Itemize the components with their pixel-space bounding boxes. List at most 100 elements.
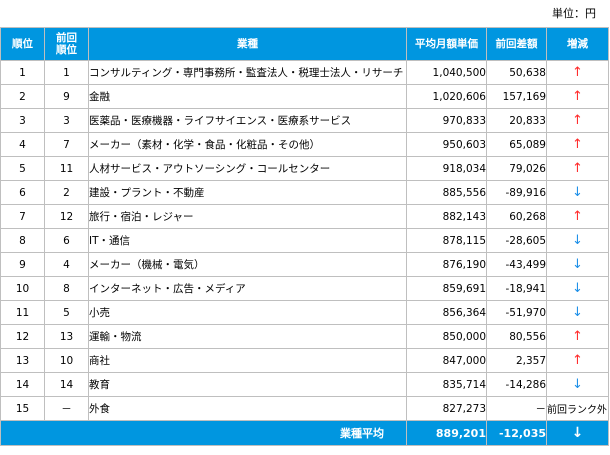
cell-rank: 7 [0, 204, 45, 229]
cell-prev-rank: 2 [44, 180, 89, 205]
cell-diff: 80,556 [486, 324, 547, 349]
cell-rank: 9 [0, 252, 45, 277]
cell-industry: インターネット・広告・メディア [88, 276, 407, 301]
table-row: 10 8 インターネット・広告・メディア 859,691 -18,941 ↓ [0, 276, 609, 301]
cell-trend-down-arrow: ↓ [546, 252, 609, 277]
cell-avg-salary: 1,020,606 [406, 84, 487, 109]
footer-label: 業種平均 [0, 420, 407, 446]
cell-industry: IT・通信 [88, 228, 407, 253]
cell-avg-salary: 950,603 [406, 132, 487, 157]
cell-diff: -28,605 [486, 228, 547, 253]
header-rank: 順位 [0, 27, 45, 61]
cell-trend-note: 前回ランク外 [546, 396, 609, 421]
cell-trend-up-arrow: ↑ [546, 204, 609, 229]
cell-prev-rank: 6 [44, 228, 89, 253]
cell-avg-salary: 876,190 [406, 252, 487, 277]
industry-salary-ranking-table: 順位 前回 順位 業種 平均月額単価 前回差額 増減 1 1 コンサルティング・専門… [0, 27, 609, 446]
cell-industry: 運輸・物流 [88, 324, 407, 349]
cell-rank: 1 [0, 60, 45, 85]
cell-industry: 建設・プラント・不動産 [88, 180, 407, 205]
cell-industry: 金融 [88, 84, 407, 109]
cell-industry: 医薬品・医療機器・ライフサイエンス・医療系サービス [88, 108, 407, 133]
table-row: 13 10 商社 847,000 2,357 ↑ [0, 348, 609, 373]
table-row: 4 7 メーカー（素材・化学・食品・化粧品・その他） 950,603 65,089 ↑ [0, 132, 609, 157]
cell-prev-rank: 8 [44, 276, 89, 301]
cell-trend-down-arrow: ↓ [546, 276, 609, 301]
cell-trend-up-arrow: ↑ [546, 84, 609, 109]
cell-avg-salary: 918,034 [406, 156, 487, 181]
header-prev-rank-line2: 順位 [56, 44, 77, 56]
table-row: 14 14 教育 835,714 -14,286 ↓ [0, 372, 609, 397]
cell-diff: 2,357 [486, 348, 547, 373]
cell-diff: 79,026 [486, 156, 547, 181]
cell-rank: 11 [0, 300, 45, 325]
cell-diff: -89,916 [486, 180, 547, 205]
header-avg-salary: 平均月額単価 [406, 27, 487, 61]
cell-diff: -18,941 [486, 276, 547, 301]
cell-prev-rank: 4 [44, 252, 89, 277]
cell-diff: -14,286 [486, 372, 547, 397]
cell-prev-rank: 11 [44, 156, 89, 181]
table-row: 5 11 人材サービス・アウトソーシング・コールセンター 918,034 79,026 ↑ [0, 156, 609, 181]
table-row: 12 13 運輸・物流 850,000 80,556 ↑ [0, 324, 609, 349]
cell-trend-down-arrow: ↓ [546, 300, 609, 325]
cell-industry: メーカー（素材・化学・食品・化粧品・その他） [88, 132, 407, 157]
cell-diff: 60,268 [486, 204, 547, 229]
cell-rank: 6 [0, 180, 45, 205]
cell-avg-salary: 856,364 [406, 300, 487, 325]
cell-avg-salary: 878,115 [406, 228, 487, 253]
cell-prev-rank: 13 [44, 324, 89, 349]
footer-trend-arrow: ↓ [546, 420, 609, 446]
cell-industry: 教育 [88, 372, 407, 397]
cell-avg-salary: 970,833 [406, 108, 487, 133]
cell-avg-salary: 847,000 [406, 348, 487, 373]
table-row: 6 2 建設・プラント・不動産 885,556 -89,916 ↓ [0, 180, 609, 205]
cell-rank: 3 [0, 108, 45, 133]
table-row: 11 5 小売 856,364 -51,970 ↓ [0, 300, 609, 325]
cell-prev-rank: 5 [44, 300, 89, 325]
cell-diff: -43,499 [486, 252, 547, 277]
cell-rank: 2 [0, 84, 45, 109]
cell-rank: 10 [0, 276, 45, 301]
cell-industry: 外食 [88, 396, 407, 421]
cell-diff: 65,089 [486, 132, 547, 157]
cell-trend-down-arrow: ↓ [546, 228, 609, 253]
cell-prev-rank: － [44, 396, 89, 421]
cell-trend-up-arrow: ↑ [546, 60, 609, 85]
table-row: 2 9 金融 1,020,606 157,169 ↑ [0, 84, 609, 109]
table-row: 8 6 IT・通信 878,115 -28,605 ↓ [0, 228, 609, 253]
cell-trend-up-arrow: ↑ [546, 108, 609, 133]
footer-avg: 889,201 [406, 420, 487, 446]
cell-trend-down-arrow: ↓ [546, 180, 609, 205]
table-row: 3 3 医薬品・医療機器・ライフサイエンス・医療系サービス 970,833 20,833… [0, 108, 609, 133]
cell-industry: 人材サービス・アウトソーシング・コールセンター [88, 156, 407, 181]
table-row: 7 12 旅行・宿泊・レジャー 882,143 60,268 ↑ [0, 204, 609, 229]
cell-prev-rank: 12 [44, 204, 89, 229]
table-footer: 業種平均 889,201 -12,035 ↓ [0, 420, 609, 446]
cell-trend-down-arrow: ↓ [546, 372, 609, 397]
cell-avg-salary: 1,040,500 [406, 60, 487, 85]
table-row: 1 1 コンサルティング・専門事務所・監査法人・税理士法人・リサーチ 1,040,50… [0, 60, 609, 85]
header-diff: 前回差額 [486, 27, 547, 61]
cell-rank: 8 [0, 228, 45, 253]
cell-diff: -51,970 [486, 300, 547, 325]
table-header: 順位 前回 順位 業種 平均月額単価 前回差額 増減 [0, 27, 609, 61]
cell-rank: 12 [0, 324, 45, 349]
cell-trend-up-arrow: ↑ [546, 156, 609, 181]
cell-diff: 50,638 [486, 60, 547, 85]
header-prev-rank-line1: 前回 [56, 32, 77, 44]
table-row: 9 4 メーカー（機械・電気） 876,190 -43,499 ↓ [0, 252, 609, 277]
cell-avg-salary: 885,556 [406, 180, 487, 205]
table-body: 1 1 コンサルティング・専門事務所・監査法人・税理士法人・リサーチ 1,040,50… [0, 60, 609, 421]
header-change: 増減 [546, 27, 609, 61]
cell-industry: コンサルティング・専門事務所・監査法人・税理士法人・リサーチ [88, 60, 407, 85]
cell-prev-rank: 3 [44, 108, 89, 133]
cell-industry: 小売 [88, 300, 407, 325]
cell-rank: 13 [0, 348, 45, 373]
cell-industry: 商社 [88, 348, 407, 373]
cell-trend-up-arrow: ↑ [546, 324, 609, 349]
cell-prev-rank: 7 [44, 132, 89, 157]
cell-avg-salary: 859,691 [406, 276, 487, 301]
cell-avg-salary: 850,000 [406, 324, 487, 349]
cell-diff: － [486, 396, 547, 421]
